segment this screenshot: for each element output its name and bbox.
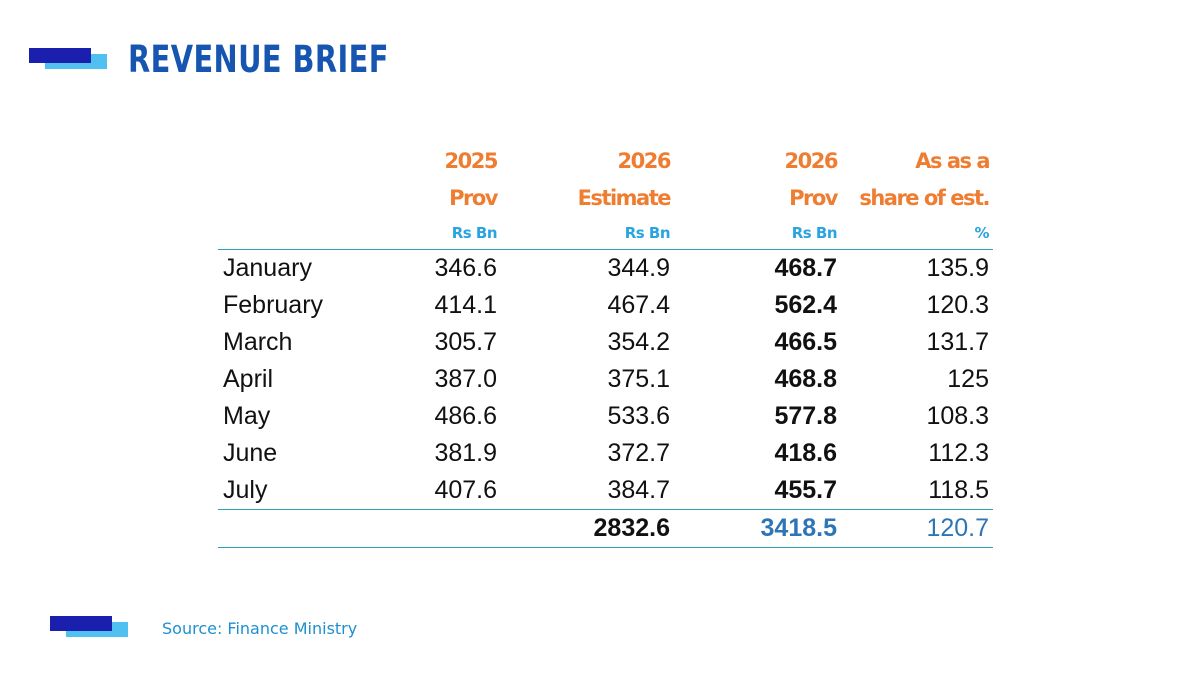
cell-2026-prov: 577.8 — [774, 402, 837, 430]
total-2026-prov: 3418.5 — [674, 509, 841, 548]
cell-2026-est: 384.7 — [607, 476, 670, 504]
total-share: 120.7 — [841, 509, 993, 548]
cell-2026-est: 375.1 — [607, 365, 670, 393]
cell-share: 112.3 — [928, 439, 989, 467]
cell-share: 120.3 — [926, 291, 989, 319]
cell-2026-est: 533.6 — [607, 402, 670, 430]
cell-2025-prov: 381.9 — [434, 439, 497, 467]
cell-share: 118.5 — [928, 476, 989, 504]
table-row: March 305.7 354.2 466.5 131.7 — [218, 324, 993, 361]
header-2026-est-year: 2026 — [617, 148, 672, 173]
cell-2026-est: 372.7 — [607, 439, 670, 467]
cell-2026-prov: 418.6 — [774, 439, 837, 467]
cell-2026-prov: 468.8 — [774, 365, 837, 393]
cell-share: 135.9 — [926, 254, 989, 282]
cell-month: January — [223, 254, 312, 282]
header-2026-prov-year: 2026 — [784, 148, 839, 173]
decor-bar-dark — [29, 48, 91, 63]
unit-2025-prov: Rs Bn — [388, 216, 501, 250]
total-2025-cell — [388, 509, 501, 548]
unit-2026-est: Rs Bn — [501, 216, 674, 250]
cell-month: April — [223, 365, 274, 393]
title-decoration — [29, 48, 109, 72]
header-month — [218, 142, 388, 179]
cell-2026-prov: 466.5 — [774, 328, 837, 356]
table-row: January 346.6 344.9 468.7 135.9 — [218, 250, 993, 288]
cell-month: July — [223, 476, 268, 504]
decor-bar-dark — [50, 616, 112, 631]
cell-2025-prov: 305.7 — [434, 328, 497, 356]
cell-share: 108.3 — [926, 402, 989, 430]
total-row: 2832.6 3418.5 120.7 — [218, 509, 993, 548]
header-2025-type: Prov — [449, 185, 498, 210]
unit-2026-prov: Rs Bn — [674, 216, 841, 250]
revenue-table: 2025 2026 2026 As as a Prov Estimate Pro… — [218, 142, 993, 548]
source-decoration — [50, 616, 130, 640]
header-share-line1: As as a — [915, 148, 990, 173]
total-2026-est: 2832.6 — [501, 509, 674, 548]
table-row: July 407.6 384.7 455.7 118.5 — [218, 472, 993, 510]
unit-share: % — [841, 216, 993, 250]
cell-2025-prov: 346.6 — [434, 254, 497, 282]
cell-share: 131.7 — [926, 328, 989, 356]
header-unit-row: Rs Bn Rs Bn Rs Bn % — [218, 216, 993, 250]
header-share-line2: share of est. — [859, 185, 990, 210]
cell-2026-est: 467.4 — [607, 291, 670, 319]
header-2025-year: 2025 — [444, 148, 499, 173]
header-row-1: 2025 2026 2026 As as a — [218, 142, 993, 179]
cell-2025-prov: 387.0 — [434, 365, 497, 393]
header-2026-prov-type: Prov — [789, 185, 838, 210]
cell-2025-prov: 486.6 — [434, 402, 497, 430]
cell-2026-est: 344.9 — [607, 254, 670, 282]
table-row: April 387.0 375.1 468.8 125 — [218, 361, 993, 398]
cell-2026-prov: 562.4 — [774, 291, 837, 319]
table-row: February 414.1 467.4 562.4 120.3 — [218, 287, 993, 324]
cell-2025-prov: 407.6 — [434, 476, 497, 504]
cell-share: 125 — [947, 365, 989, 393]
cell-2026-est: 354.2 — [607, 328, 670, 356]
header-row-2: Prov Estimate Prov share of est. — [218, 179, 993, 216]
unit-month — [218, 216, 388, 250]
page-title: REVENUE BRIEF — [128, 38, 389, 81]
table-row: June 381.9 372.7 418.6 112.3 — [218, 435, 993, 472]
cell-2025-prov: 414.1 — [434, 291, 497, 319]
source-note: Source: Finance Ministry — [162, 619, 358, 638]
total-label-cell — [218, 509, 388, 548]
header-2026-est-type: Estimate — [577, 185, 672, 210]
header-month-2 — [218, 179, 388, 216]
cell-month: March — [223, 328, 293, 356]
cell-2026-prov: 455.7 — [774, 476, 837, 504]
cell-month: May — [223, 402, 271, 430]
cell-month: February — [223, 291, 324, 319]
cell-month: June — [223, 439, 278, 467]
table-row: May 486.6 533.6 577.8 108.3 — [218, 398, 993, 435]
cell-2026-prov: 468.7 — [774, 254, 837, 282]
